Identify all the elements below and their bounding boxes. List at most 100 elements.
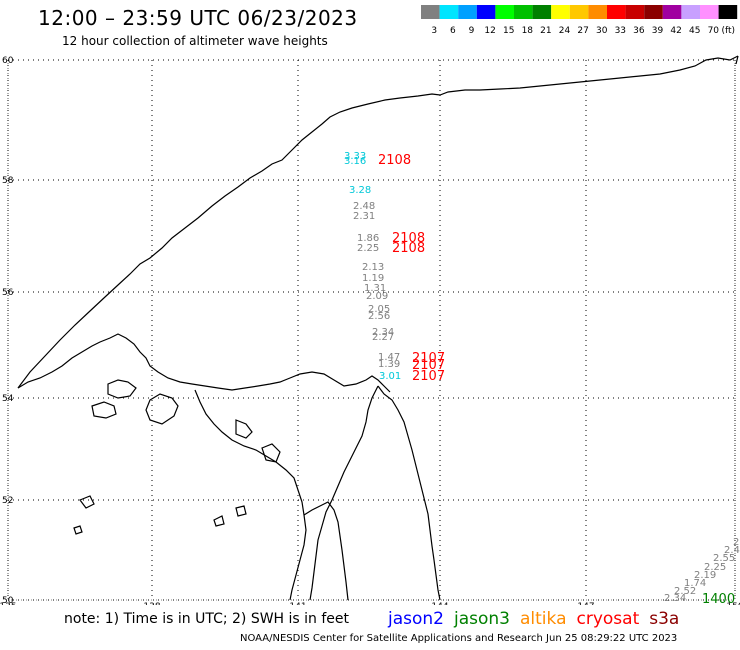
color-bin-swatch [495, 5, 514, 19]
color-bin-swatch [700, 5, 719, 19]
kuril-islets [73, 495, 247, 535]
wave-height-label: 3.28 [349, 185, 371, 196]
longitude-label: 135 [0, 602, 17, 605]
sakhalin-coast-line [377, 385, 441, 601]
wave-height-label: 3.16 [344, 156, 366, 167]
kamchatka-coast-line [735, 55, 739, 65]
wave-height-label: 2.25 [357, 243, 379, 254]
color-bin-label: 27 [577, 26, 588, 36]
legend-item-s3a: s3a [649, 609, 680, 629]
color-bin-swatch [458, 5, 477, 19]
color-bin-label: 30 [596, 26, 608, 36]
wave-height-label: 1.74 [684, 578, 706, 589]
shantar-island-1 [107, 379, 137, 399]
color-bin-label: 9 [469, 26, 475, 36]
color-bin-swatch [718, 5, 738, 19]
shantar-island-3 [145, 393, 179, 425]
legend-item-jason2: jason2 [388, 609, 444, 629]
color-bin-swatch [514, 5, 533, 19]
color-bin-label: 6 [450, 26, 456, 36]
footer-credit: NOAA/NESDIS Center for Satellite Applica… [240, 633, 678, 644]
wave-height-label: 2.48 [353, 201, 375, 212]
color-bin-label: 70 [708, 26, 720, 36]
color-bin-swatch [607, 5, 626, 19]
color-scale-legend: 3 6 9 12 15 18 21 24 27 30 33 36 39 42 45 70 (ft) [421, 5, 738, 36]
longitude-label: 150 [726, 602, 740, 605]
wave-height-label: 2.52 [674, 586, 696, 597]
wave-height-label: 3.33 [344, 151, 366, 162]
wave-height-label: 2.31 [353, 211, 375, 222]
observation-labels: 3.333.16 21083.282.482.311.862.2521082108… [344, 151, 740, 605]
color-scale-unit: (ft) [721, 26, 735, 36]
color-bin-swatch [551, 5, 570, 19]
pass-time-label: 2107 [412, 358, 445, 373]
coastline [17, 55, 739, 601]
color-bin-swatch [625, 5, 645, 19]
legend-item-cryosat: cryosat [576, 609, 640, 629]
wave-height-label: 2.25 [704, 562, 726, 573]
bay-islets-1 [235, 419, 253, 439]
latitude-label: 50 [2, 596, 14, 605]
color-bin-label: 45 [689, 26, 700, 36]
wave-height-label: 2.13 [362, 262, 384, 273]
longitude-label: 141 [289, 602, 306, 605]
longitude-label: 138 [143, 602, 160, 605]
map-frame [7, 59, 736, 601]
color-bin-swatch [644, 5, 663, 19]
altimeter-map: 605856545250135138141144147150 3.333.162… [0, 55, 740, 605]
sakhalin-west-line [309, 385, 379, 601]
wave-height-label: 1.31 [364, 283, 386, 294]
wave-height-label: 2.34 [664, 593, 686, 604]
color-bin-label: 21 [540, 26, 551, 36]
color-bin-label: 3 [431, 26, 437, 36]
map-title: 12:00 – 23:59 UTC 06/23/2023 [38, 6, 358, 30]
color-bin-swatch [588, 5, 607, 19]
inner-gulf-coast-line [17, 333, 391, 393]
color-bin-label: 36 [633, 26, 645, 36]
map-subtitle: 12 hour collection of altimeter wave hei… [62, 34, 328, 48]
color-bin-swatch [569, 5, 589, 19]
color-bin-label: 12 [484, 26, 495, 36]
pass-time-label: 2108 [392, 231, 425, 246]
pass-time-label: 2107 [412, 351, 445, 366]
color-bin-swatch [532, 5, 552, 19]
wave-height-label: 3.01 [379, 371, 401, 382]
color-bin-label: 18 [522, 26, 534, 36]
color-bin-label: 15 [503, 26, 514, 36]
color-bin-swatch [662, 5, 682, 19]
wave-height-label: 2.2 [733, 537, 740, 548]
pass-time-label: 2108 [392, 241, 425, 256]
wave-height-label: 2.09 [366, 291, 388, 302]
wave-height-label: 2.55 [713, 553, 735, 564]
footer-note: note: 1) Time is in UTC; 2) SWH is in fe… [64, 611, 350, 627]
color-bin-label: 39 [652, 26, 664, 36]
color-bin-swatch [421, 5, 440, 19]
legend-item-jason3: jason3 [454, 609, 510, 629]
satellite-legend: jason2 jason3 altika cryosat s3a [388, 609, 689, 629]
tatar-strait-line [303, 501, 349, 601]
wave-height-label: 2.4 [724, 545, 740, 556]
longitude-label: 147 [577, 602, 594, 605]
color-bin-swatch [681, 5, 700, 19]
wave-height-label: 2.19 [694, 570, 716, 581]
longitude-label: 144 [431, 602, 448, 605]
color-bin-label: 33 [615, 26, 626, 36]
wave-height-label: 2.56 [368, 311, 390, 322]
color-bin-label: 24 [559, 26, 571, 36]
legend-item-altika: altika [520, 609, 567, 629]
lat-lon-grid: 605856545250135138141144147150 [0, 56, 740, 605]
wave-height-label: 2.05 [368, 304, 390, 315]
wave-height-label: 2.27 [372, 332, 394, 343]
color-bin-label: 42 [670, 26, 681, 36]
wave-height-label: 2.34 [372, 327, 394, 338]
pass-time-label: 2107 [412, 369, 445, 384]
shantar-island-2 [91, 401, 117, 419]
wave-height-label: 1.19 [362, 273, 384, 284]
north-coast-line [17, 55, 739, 389]
pass-time-label: 2108 [378, 153, 411, 168]
wave-height-label: 1.86 [357, 233, 379, 244]
color-bin-swatch [439, 5, 459, 19]
amur-coast-line [194, 389, 307, 601]
color-bin-swatch [476, 5, 496, 19]
wave-height-label: 1.39 [378, 359, 400, 370]
